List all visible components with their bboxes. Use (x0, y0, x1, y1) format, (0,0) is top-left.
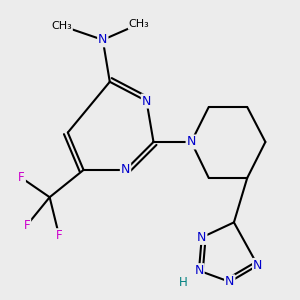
Text: F: F (56, 229, 62, 242)
Text: N: N (142, 94, 151, 107)
Text: N: N (98, 33, 107, 46)
Text: N: N (187, 136, 196, 148)
Text: N: N (253, 259, 262, 272)
Text: F: F (24, 219, 30, 232)
Text: H: H (179, 276, 188, 290)
Text: F: F (18, 172, 25, 184)
Text: CH₃: CH₃ (128, 19, 149, 29)
Text: N: N (225, 275, 234, 288)
Text: N: N (194, 264, 204, 277)
Text: N: N (121, 164, 130, 176)
Text: CH₃: CH₃ (52, 21, 72, 31)
Text: N: N (197, 231, 206, 244)
